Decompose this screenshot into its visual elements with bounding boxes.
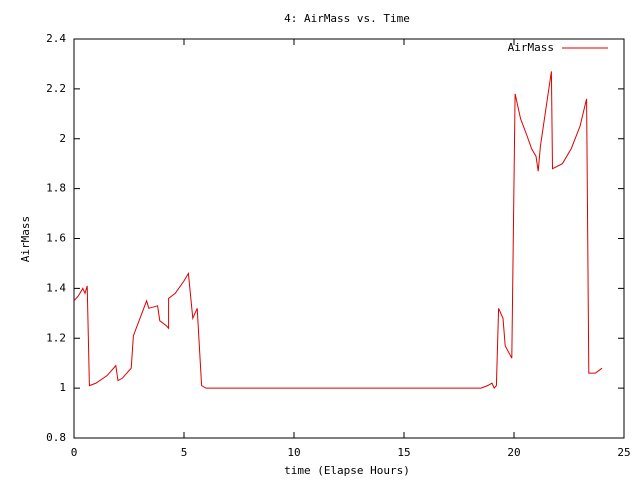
x-tick-label: 20 [507,446,520,459]
y-tick-label: 1.4 [46,281,66,294]
y-tick-label: 1.8 [46,182,66,195]
plot-frame [73,38,625,439]
y-tick-label: 2.2 [46,82,66,95]
x-tick-label: 10 [287,446,300,459]
x-tick-label: 15 [397,446,410,459]
x-tick-label: 0 [71,446,78,459]
chart-title: 4: AirMass vs. Time [284,12,410,25]
legend-label: AirMass [508,41,554,54]
x-tick-label: 25 [617,446,630,459]
y-tick-label: 1.6 [46,232,66,245]
y-tick-label: 1 [59,381,66,394]
x-tick-label: 5 [181,446,188,459]
y-tick-label: 2 [59,132,66,145]
y-tick-label: 0.8 [46,431,66,444]
y-tick-label: 1.2 [46,331,66,344]
y-tick-label: 2.4 [46,32,66,45]
x-axis-label: time (Elapse Hours) [284,464,410,477]
data-line [73,71,603,390]
y-axis-label: AirMass [19,216,32,262]
